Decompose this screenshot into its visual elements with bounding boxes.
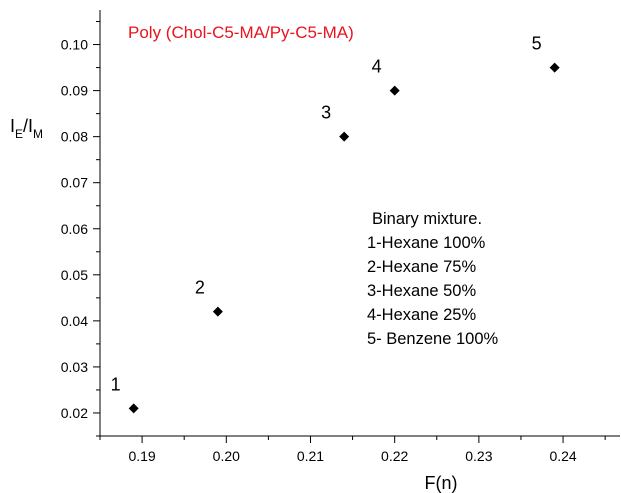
y-tick-label: 0.10 — [61, 37, 88, 53]
plot-frame — [99, 10, 620, 437]
x-axis-title: F(n) — [425, 473, 458, 493]
x-tick-label: 0.20 — [213, 448, 240, 464]
y-tick-label: 0.07 — [61, 175, 88, 191]
y-axis-title-sub1: E — [15, 127, 23, 141]
y-tick-label: 0.03 — [61, 359, 88, 375]
y-axis-title-sub2: M — [33, 127, 43, 141]
legend-heading: Binary mixture. — [372, 210, 482, 228]
y-axis-title-main: I — [10, 116, 15, 136]
y-tick-label: 0.04 — [61, 313, 88, 329]
x-tick-label: 0.24 — [549, 448, 576, 464]
y-tick-label: 0.08 — [61, 129, 88, 145]
y-axis-ticks: 0.02 0.03 0.04 0.05 0.06 0.07 0.08 0.09 0.10 — [61, 21, 100, 437]
point-label-5: 5 — [532, 34, 542, 54]
legend-item-5: 5- Benzene 100% — [367, 330, 499, 348]
x-axis-ticks: 0.19 0.20 0.21 0.22 0.23 0.24 — [99, 436, 606, 464]
x-tick-label: 0.19 — [128, 448, 155, 464]
x-tick-label: 0.22 — [381, 448, 408, 464]
data-point-2 — [212, 306, 223, 317]
x-tick-label: 0.21 — [297, 448, 324, 464]
legend-item-2: 2-Hexane 75% — [367, 258, 476, 276]
legend: Binary mixture. 1-Hexane 100% 2-Hexane 7… — [367, 210, 499, 348]
point-label-3: 3 — [321, 103, 331, 123]
x-tick-label: 0.23 — [465, 448, 492, 464]
y-axis-title: IE/IM — [10, 116, 43, 141]
y-tick-label: 0.06 — [61, 221, 88, 237]
y-tick-label: 0.05 — [61, 267, 88, 283]
data-point-3 — [339, 131, 350, 142]
y-tick-label: 0.09 — [61, 83, 88, 99]
point-label-2: 2 — [195, 278, 205, 298]
chart-title: Poly (Chol-C5-MA/Py-C5-MA) — [128, 23, 354, 42]
point-label-1: 1 — [111, 374, 121, 394]
data-point-4 — [389, 85, 400, 96]
point-label-4: 4 — [372, 57, 382, 77]
legend-item-1: 1-Hexane 100% — [367, 234, 486, 252]
data-point-1 — [128, 403, 139, 414]
legend-item-4: 4-Hexane 25% — [367, 306, 476, 324]
data-points: 1 2 3 4 5 — [111, 34, 560, 414]
y-tick-label: 0.02 — [61, 405, 88, 421]
data-point-5 — [549, 62, 560, 73]
legend-item-3: 3-Hexane 50% — [367, 282, 476, 300]
y-axis-title-sep: /I — [23, 116, 33, 136]
